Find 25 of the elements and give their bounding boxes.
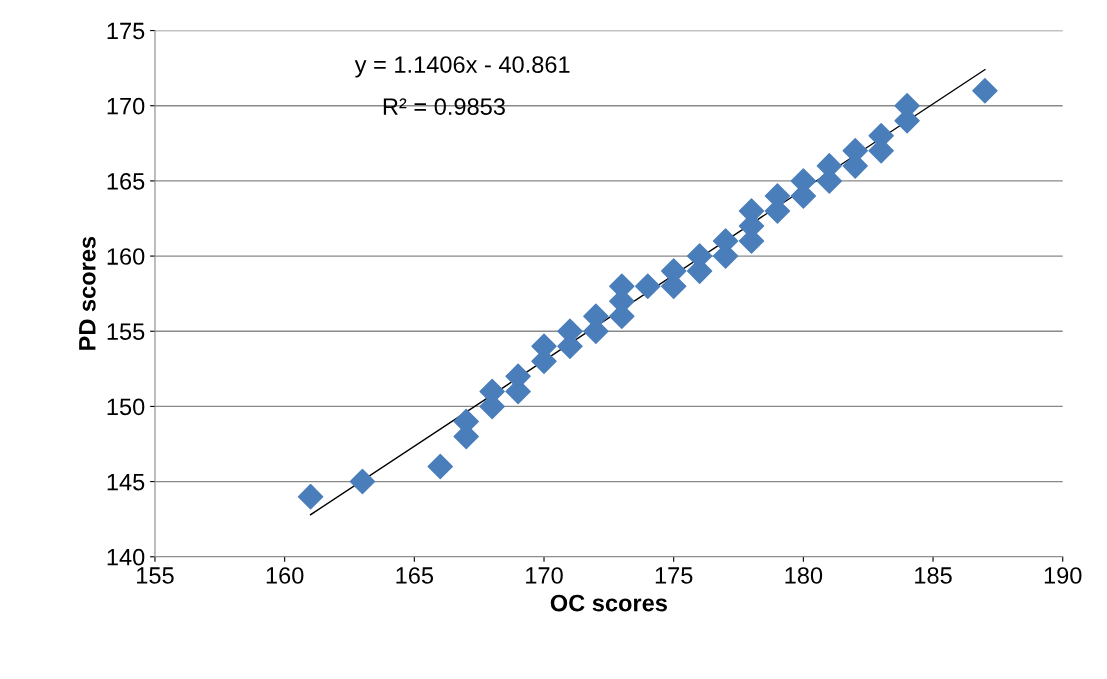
y-tick-label: 145 <box>107 473 145 491</box>
y-tick-label: 155 <box>107 323 145 341</box>
y-tick-label: 170 <box>107 97 145 115</box>
y-tick-label: 140 <box>107 548 145 566</box>
x-tick-label: 165 <box>396 567 434 584</box>
x-tick-label: 190 <box>1044 567 1082 584</box>
x-tick-label: 185 <box>915 567 952 584</box>
point <box>349 468 376 495</box>
y-tick-label: 160 <box>107 248 145 265</box>
x-tick-label: 160 <box>266 567 304 584</box>
y-tick-label: 165 <box>107 172 145 190</box>
annotation: R² = 0.9853 <box>383 98 505 115</box>
x-tick-label: 180 <box>785 567 823 584</box>
x-tick-label: 175 <box>655 567 693 584</box>
y-axis-title: PD scores <box>79 236 96 350</box>
point <box>297 483 324 510</box>
point <box>972 77 998 104</box>
annotation: y = 1.1406x - 40.861 <box>354 56 570 78</box>
x-axis-title: OC scores <box>550 594 667 612</box>
y-tick-label: 150 <box>107 398 145 416</box>
point <box>427 453 453 480</box>
y-tick-label: 175 <box>107 22 145 40</box>
x-tick-label: 170 <box>526 567 563 584</box>
x-tick-label: 155 <box>137 567 174 584</box>
point <box>635 273 661 299</box>
